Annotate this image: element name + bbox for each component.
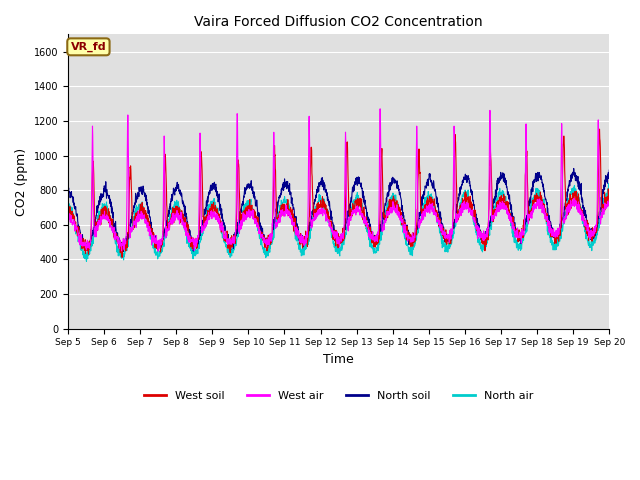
West soil (215, 220, 223, 226)
West air (376, 106, 384, 112)
North air (605, 186, 613, 192)
West air (154, 248, 162, 254)
North air (558, 228, 566, 233)
West air (366, 236, 374, 241)
North air (573, 193, 580, 199)
North air (355, 196, 362, 202)
West soil (118, 254, 126, 260)
Legend: West soil, West air, North soil, North air: West soil, West air, North soil, North a… (140, 386, 538, 406)
North soil (496, 176, 504, 182)
West air (497, 205, 504, 211)
West soil (558, 215, 566, 220)
West air (605, 197, 613, 203)
North air (64, 207, 72, 213)
North air (496, 191, 504, 197)
West soil (605, 195, 613, 201)
West soil (573, 195, 580, 201)
North soil (215, 191, 223, 197)
North soil (605, 167, 613, 173)
West soil (366, 227, 374, 233)
West soil (496, 196, 504, 202)
West air (573, 206, 581, 212)
West soil (355, 197, 362, 203)
Title: Vaira Forced Diffusion CO2 Concentration: Vaira Forced Diffusion CO2 Concentration (195, 15, 483, 29)
Y-axis label: CO2 (ppm): CO2 (ppm) (15, 147, 28, 216)
X-axis label: Time: Time (323, 353, 354, 366)
North soil (573, 174, 581, 180)
Line: North air: North air (68, 184, 609, 261)
North soil (366, 228, 374, 234)
Line: West air: West air (68, 109, 609, 251)
West air (355, 205, 362, 211)
North soil (570, 166, 577, 171)
North air (366, 238, 374, 243)
North soil (355, 181, 362, 187)
North air (215, 216, 223, 221)
Line: West soil: West soil (68, 129, 609, 257)
Line: North soil: North soil (68, 168, 609, 252)
North air (83, 258, 90, 264)
West air (558, 130, 566, 136)
North air (605, 181, 612, 187)
North soil (120, 249, 127, 254)
West soil (596, 126, 604, 132)
North soil (558, 218, 566, 224)
Text: VR_fd: VR_fd (70, 42, 106, 52)
West air (215, 221, 223, 227)
West soil (64, 215, 72, 220)
West air (64, 213, 72, 218)
North soil (64, 188, 72, 193)
